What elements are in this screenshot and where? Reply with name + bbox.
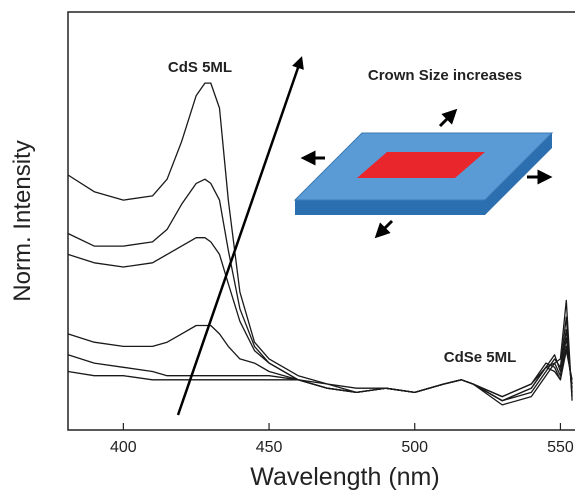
annotation: CdS 5ML: [168, 59, 232, 76]
plot-area: [67, 82, 573, 406]
trend-arrow: [176, 56, 304, 416]
spectrum-line: [67, 349, 573, 398]
annotation: Crown Size increases: [368, 67, 522, 84]
x-tick-label: 400: [110, 439, 137, 456]
inset-diagram: [293, 108, 554, 239]
x-tick-label: 500: [401, 439, 428, 456]
x-axis-label: Wavelength (nm): [250, 463, 439, 491]
y-axis-label: Norm. Intensity: [9, 140, 36, 301]
spectrum-line: [67, 82, 573, 406]
x-tick-label: 550: [547, 439, 574, 456]
annotation: CdSe 5ML: [444, 349, 517, 366]
plot-frame: [67, 11, 575, 431]
spectrum-line: [67, 237, 573, 402]
x-tick-label: 450: [256, 439, 283, 456]
